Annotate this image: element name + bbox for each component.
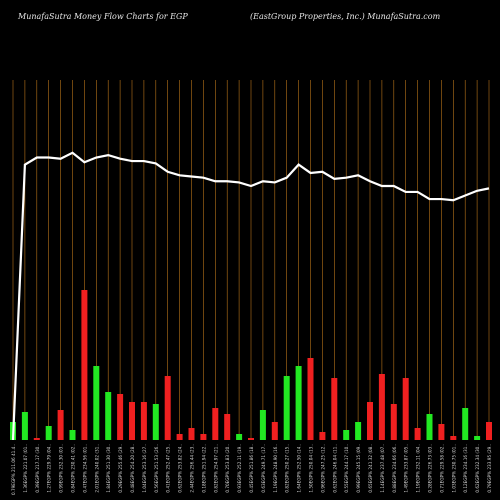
x-tick-label: 0.48EGP% 254.20 (28..	[130, 444, 135, 493]
volume-bar	[236, 434, 243, 440]
x-tick-label: 1.49EGP% 233.87 (05..	[404, 444, 409, 493]
volume-bar	[331, 378, 338, 440]
x-tick-label: 0.55EGP% 244.17 (10..	[344, 444, 349, 493]
volume-bar	[33, 438, 40, 440]
x-tick-label: 0.28EGP% 226.73 (03..	[428, 444, 433, 493]
x-tick-label: 2.44EGP% 256.44 (23..	[190, 444, 195, 493]
x-tick-label: 1.19EGP% 232.11 (04..	[416, 444, 421, 493]
x-tick-label: 0.41EGP% 252.47 (25..	[166, 444, 171, 493]
x-axis-labels: 0.79EGP% 211.06 41.4.. 1.36EGP% 221.07 (0…	[11, 444, 492, 495]
volume-bar	[259, 410, 266, 440]
chart-title-right: (EastGroup Properties, Inc.) MunafaSutra…	[250, 12, 441, 21]
x-tick-label: 0.47EGP% 234.56 (01..	[82, 444, 87, 493]
x-tick-label: 0.63EGP% 249.71 (17..	[261, 444, 266, 493]
x-tick-label: 0.99EGP% 245.15 (09..	[356, 444, 361, 493]
volume-bar	[307, 358, 314, 440]
volume-bar	[378, 374, 385, 440]
x-tick-label: 0.82EGP% 250.27 (15..	[285, 444, 290, 493]
volume-bar	[105, 392, 112, 440]
volume-bar	[450, 436, 457, 440]
volume-bar	[283, 376, 290, 440]
x-tick-label: 1.84EGP% 251.30 (30..	[106, 444, 111, 493]
x-tick-label: 0.79EGP% 233.95 (29..	[487, 444, 492, 493]
volume-bar	[390, 404, 397, 440]
volume-bar	[224, 414, 231, 440]
x-tick-label: 1.50EGP% 250.04 (13..	[309, 444, 314, 493]
price-line	[11, 151, 490, 441]
x-tick-label: 0.56EGP% 251.53 (26..	[154, 444, 159, 493]
x-tick-label: 0.84EGP% 230.41 (02..	[71, 444, 76, 493]
x-tick-label: 0.62EGP% 246.04 (11..	[332, 444, 337, 493]
x-tick-label: 1.03EGP% 230.75 (01..	[451, 444, 456, 493]
x-tick-label: 0.96EGP% 247.25 (12..	[320, 444, 325, 493]
x-tick-label: 0.39EGP% 217.17 (30..	[35, 444, 40, 493]
volume-bar	[355, 422, 362, 440]
volume-bar	[129, 402, 135, 440]
x-tick-label: 0.62EGP% 253.82 (24..	[178, 444, 183, 493]
volume-bar	[117, 394, 124, 440]
x-tick-label: 0.29EGP% 255.46 (29..	[118, 444, 123, 493]
volume-bar	[81, 290, 88, 440]
x-tick-label: 2.01EGP% 240.02 (31..	[94, 444, 99, 493]
volume-bar	[164, 376, 171, 440]
volume-bar	[295, 366, 302, 440]
volume-bars	[10, 290, 492, 440]
volume-bar	[69, 430, 76, 440]
x-tick-label: 0.62EGP% 232.34 (30..	[475, 444, 480, 493]
x-tick-label: 0.18EGP% 251.94 (22..	[201, 444, 206, 493]
x-tick-label: 1.19EGP% 248.90 (16..	[273, 444, 278, 493]
x-tick-label: 1.14EGP% 237.48 (07..	[380, 444, 385, 493]
volume-bar	[57, 410, 64, 440]
volume-bar	[93, 366, 100, 440]
volume-bar	[21, 412, 28, 440]
chart-title-left: MunafaSutra Money Flow Charts for EGP	[18, 12, 188, 21]
volume-bar	[212, 408, 219, 440]
volume-bar	[343, 430, 350, 440]
volume-bar	[367, 402, 373, 440]
x-tick-label: 0.45EGP% 251.86 (18..	[249, 444, 254, 493]
x-tick-label: 1.36EGP% 221.07 (01..	[23, 444, 28, 493]
x-tick-label: 1.04EGP% 253.16 (27..	[142, 444, 147, 493]
x-tick-label: 0.99EGP% 232.30 (03..	[59, 444, 64, 493]
x-tick-label: 0.79EGP% 211.06 41.4..	[11, 444, 16, 495]
x-tick-label: 1.64EGP% 252.50 (14..	[297, 444, 302, 493]
volume-bar	[45, 426, 52, 440]
volume-bar	[426, 414, 433, 440]
volume-bar	[462, 408, 469, 440]
x-tick-label: 0.70EGP% 253.83 (20..	[225, 444, 230, 493]
x-tick-label: 0.12EGP% 234.16 (31..	[463, 444, 468, 493]
volume-bar	[271, 422, 278, 440]
x-tick-label: 0.71EGP% 229.58 (02..	[439, 444, 444, 493]
volume-bar	[140, 402, 147, 440]
volume-bar	[188, 428, 195, 440]
x-tick-label: 0.93EGP% 252.11 (19..	[237, 444, 242, 493]
volume-bar	[176, 434, 183, 440]
x-tick-label: 1.27EGP% 229.79 (04..	[47, 444, 52, 493]
x-tick-label: 0.88EGP% 234.66 (06..	[392, 444, 397, 493]
volume-bar	[438, 424, 445, 440]
x-tick-label: 0.65EGP% 241.32 (08..	[368, 444, 373, 493]
volume-bar	[486, 422, 492, 440]
volume-bar	[200, 434, 207, 440]
volume-bar	[402, 378, 409, 440]
volume-bar	[152, 404, 159, 440]
x-tick-label: 0.82EGP% 254.97 (21..	[213, 444, 218, 493]
volume-bar	[319, 432, 326, 440]
volume-bar	[414, 428, 421, 440]
volume-bar	[474, 436, 481, 440]
volume-bar	[248, 438, 254, 440]
